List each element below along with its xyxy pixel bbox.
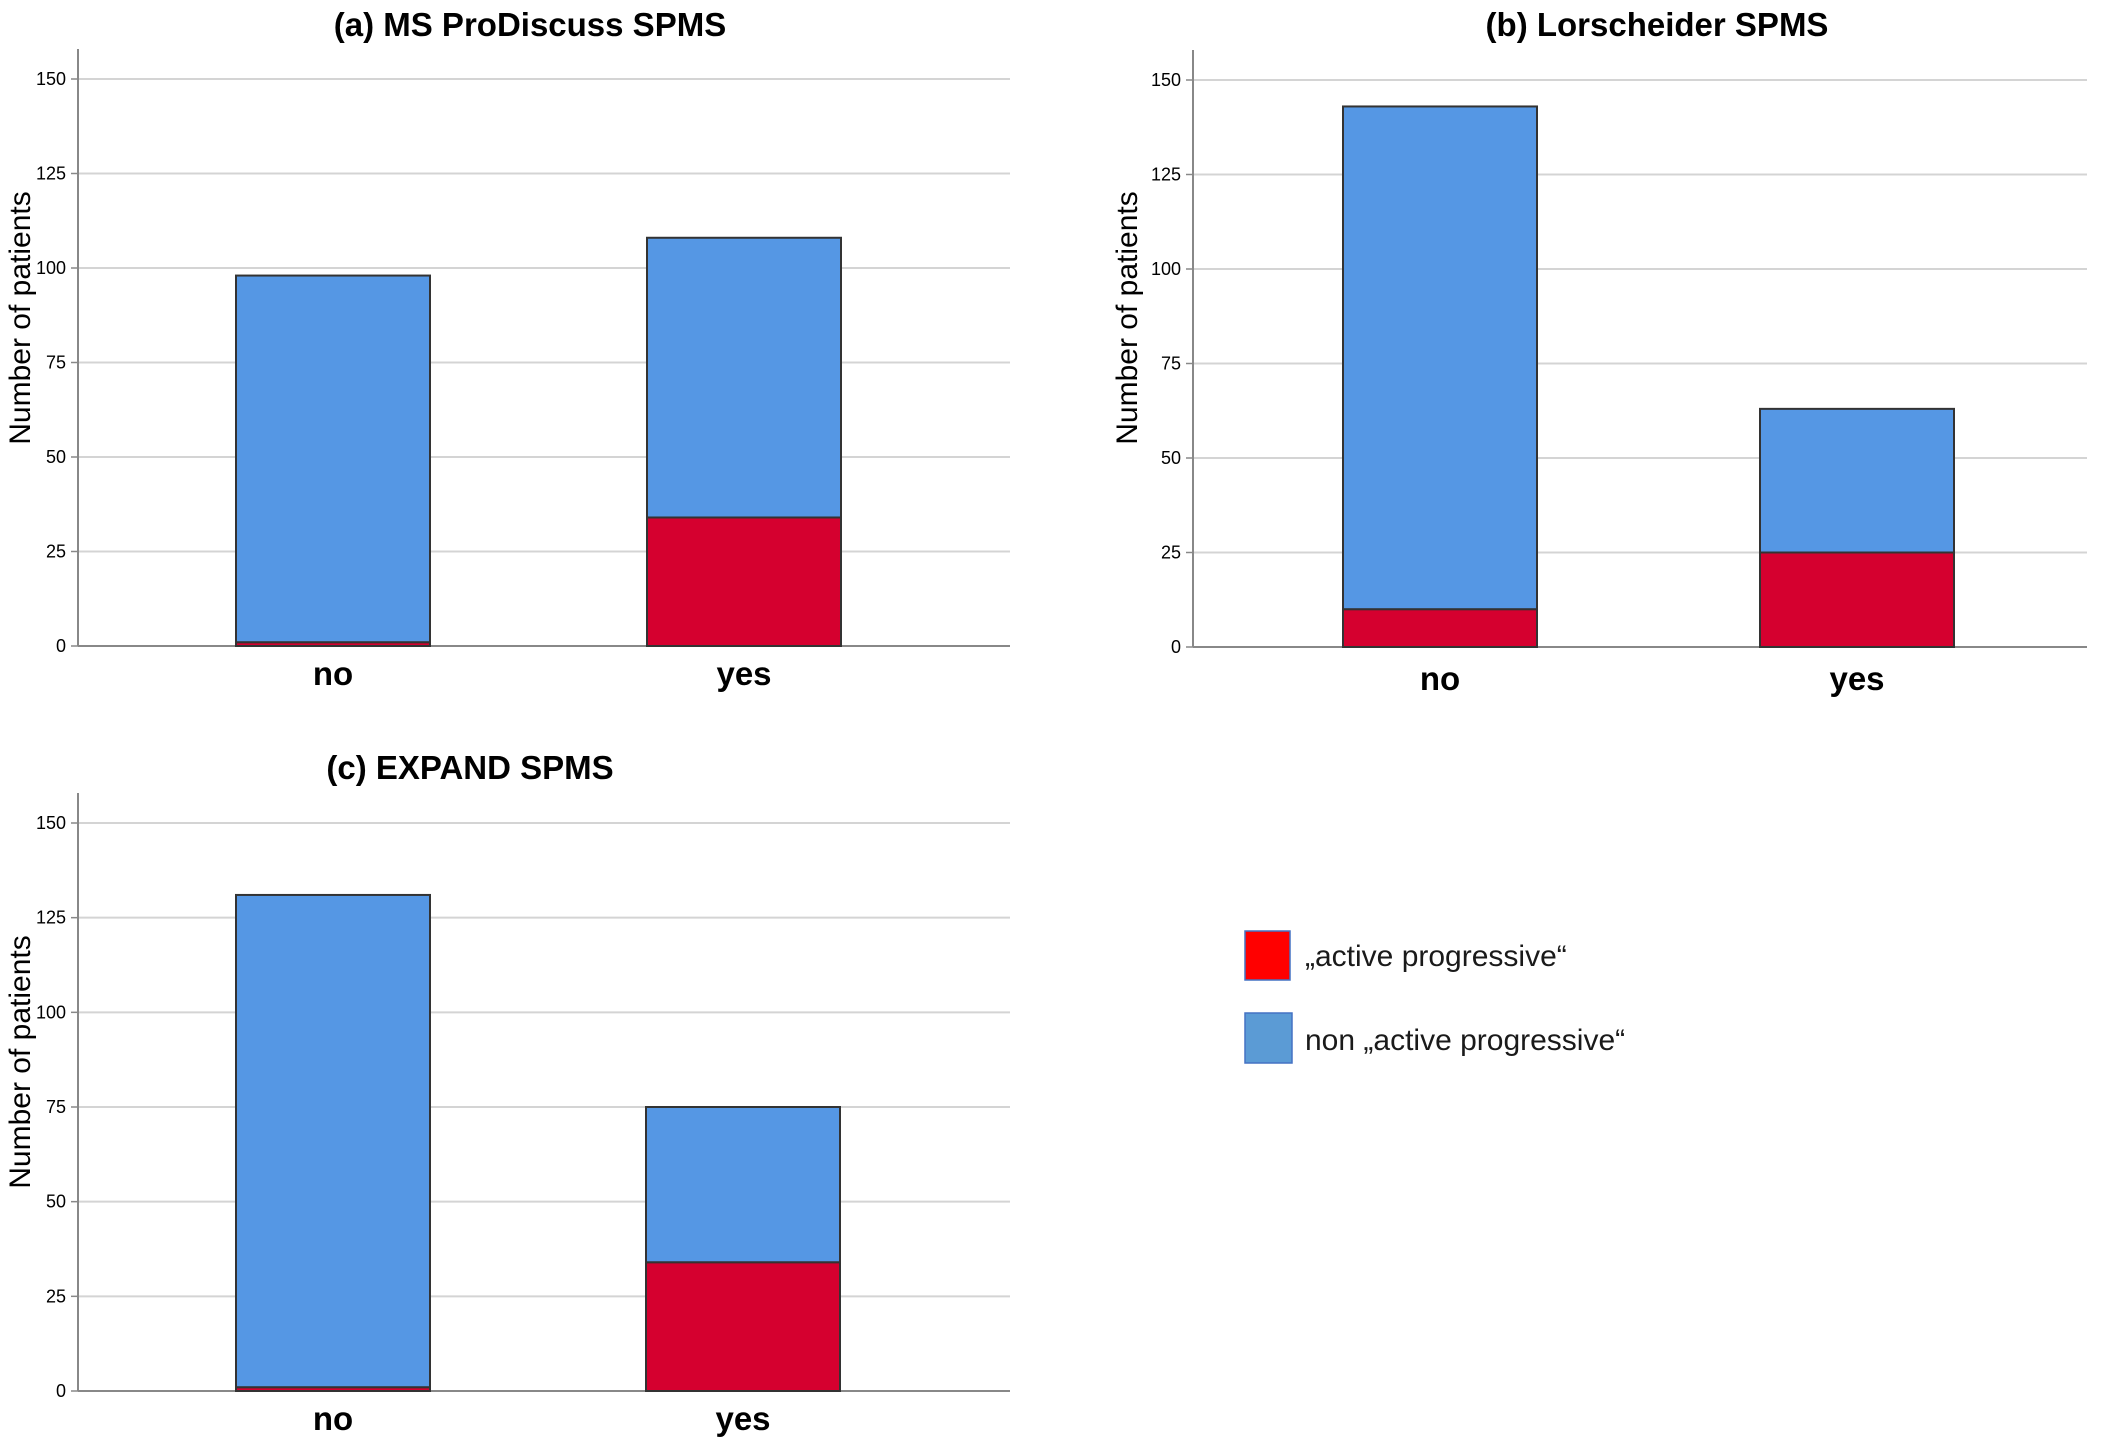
x-category-label: yes — [716, 655, 771, 692]
chart-panel-c: (c) EXPAND SPMS Number of patients 0 25 50 75… — [4, 749, 1010, 1437]
legend-label-active: „active progressive“ — [1305, 940, 1567, 973]
y-tick-label: 100 — [1151, 259, 1181, 279]
y-tick-label: 125 — [1151, 165, 1181, 185]
chart-panel-b: (b) Lorscheider SPMS Number of patients 0 2… — [1111, 6, 2087, 697]
chart-title: (a) MS ProDiscuss SPMS — [334, 6, 726, 43]
bar-non-active-no — [1342, 105, 1538, 611]
y-tick-label: 75 — [1161, 354, 1181, 374]
y-tick-label: 0 — [1171, 637, 1181, 657]
bar-non-active-yes — [646, 236, 842, 519]
chart-title: (c) EXPAND SPMS — [326, 749, 613, 786]
bar-non-active-yes — [1759, 407, 1955, 554]
bar-active-no — [1342, 608, 1538, 649]
x-category-label: no — [313, 1400, 353, 1437]
chart-panel-a: (a) MS ProDiscuss SPMS Number of patients… — [4, 6, 1010, 692]
legend-swatch-non-active — [1244, 1012, 1293, 1064]
bar-non-active-yes — [645, 1106, 841, 1264]
y-tick-label: 0 — [56, 636, 66, 656]
y-tick-label: 125 — [36, 908, 66, 928]
y-tick-label: 150 — [36, 813, 66, 833]
y-axis-title: Number of patients — [1111, 191, 1144, 444]
y-tick-label: 150 — [36, 69, 66, 89]
bar-active-yes — [646, 516, 842, 647]
chart-title: (b) Lorscheider SPMS — [1486, 6, 1829, 43]
legend: „active progressive“ non „active progress… — [1244, 930, 1625, 1064]
x-category-label: no — [313, 655, 353, 692]
bar-active-yes — [645, 1261, 841, 1392]
bar-non-active-no — [235, 274, 431, 644]
y-axis-title: Number of patients — [4, 935, 37, 1188]
y-tick-label: 75 — [46, 1097, 66, 1117]
y-tick-label: 75 — [46, 353, 66, 373]
x-category-label: yes — [715, 1400, 770, 1437]
y-tick-label: 25 — [46, 542, 66, 562]
y-tick-label: 100 — [36, 258, 66, 278]
bar-non-active-no — [235, 893, 431, 1389]
y-axis-title: Number of patients — [4, 191, 37, 444]
y-tick-label: 25 — [1161, 543, 1181, 563]
x-category-label: no — [1420, 660, 1460, 697]
y-tick-label: 25 — [46, 1286, 66, 1306]
legend-swatch-active — [1244, 930, 1291, 981]
y-tick-label: 50 — [46, 447, 66, 467]
x-category-label: yes — [1829, 660, 1884, 697]
y-tick-label: 100 — [36, 1002, 66, 1022]
y-tick-label: 50 — [46, 1192, 66, 1212]
y-tick-label: 125 — [36, 164, 66, 184]
y-tick-label: 50 — [1161, 448, 1181, 468]
y-tick-label: 0 — [56, 1381, 66, 1401]
legend-label-non-active: non „active progressive“ — [1305, 1024, 1625, 1057]
bar-active-yes — [1759, 551, 1955, 648]
y-tick-label: 150 — [1151, 70, 1181, 90]
